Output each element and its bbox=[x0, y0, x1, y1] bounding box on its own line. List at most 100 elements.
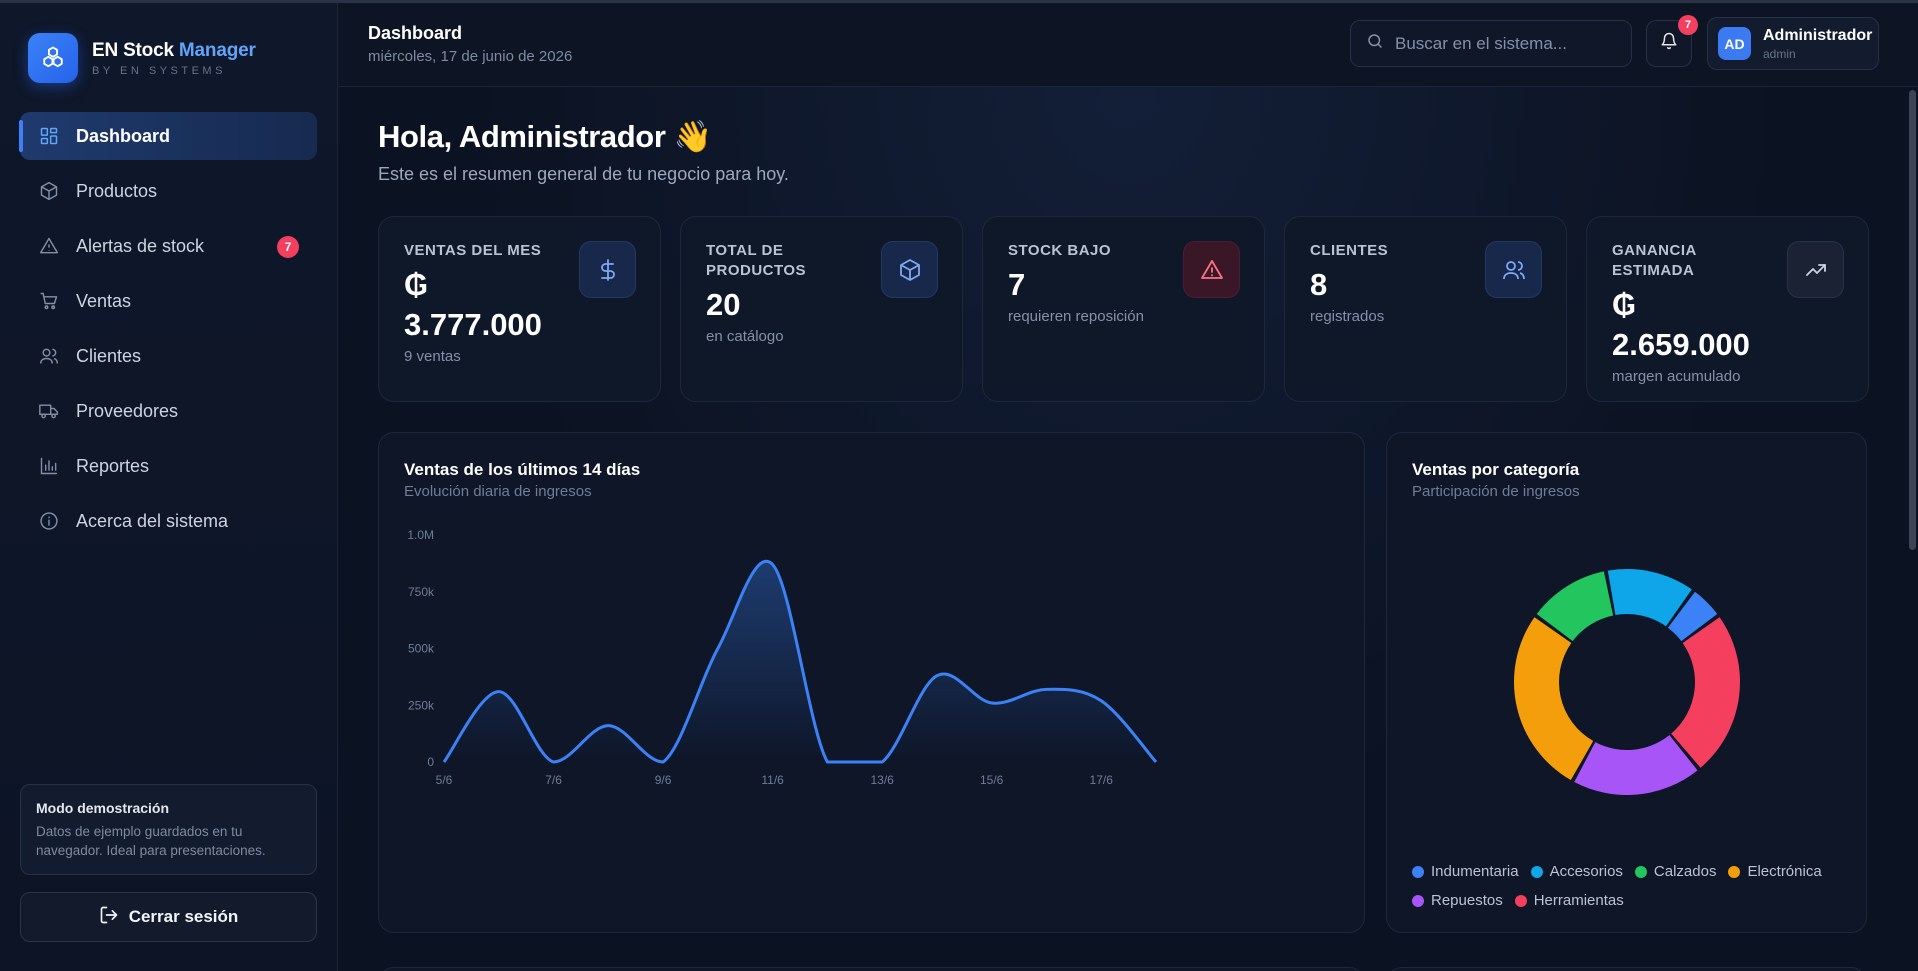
pie-slice-herramientas bbox=[1671, 617, 1740, 768]
stat-card-ventas-mes[interactable]: VENTAS DEL MES ₲ 3.777.000 9 ventas bbox=[378, 216, 661, 402]
panel-subtitle: Participación de ingresos bbox=[1412, 483, 1580, 500]
x-tick-label: 5/6 bbox=[436, 773, 453, 787]
sidebar-item-label: Clientes bbox=[76, 345, 142, 366]
sidebar-item-label: Acerca del sistema bbox=[76, 510, 229, 531]
legend-item[interactable]: Electrónica bbox=[1728, 863, 1822, 880]
greeting-subtitle: Este es el resumen general de tu negocio… bbox=[378, 164, 789, 184]
trending-up-icon bbox=[1787, 241, 1844, 298]
stat-sub: 9 ventas bbox=[404, 348, 461, 365]
legend-item[interactable]: Accesorios bbox=[1530, 863, 1623, 880]
search-box[interactable] bbox=[1350, 20, 1632, 67]
page-title: Dashboard bbox=[368, 23, 463, 43]
x-tick-label: 13/6 bbox=[870, 773, 894, 787]
pie-slice-accesorios bbox=[1607, 569, 1692, 627]
info-circle-icon bbox=[38, 510, 60, 532]
data-point bbox=[1099, 699, 1103, 703]
sidebar-item-acerca[interactable]: Acerca del sistema bbox=[20, 497, 317, 545]
dashboard-grid-icon bbox=[38, 125, 60, 147]
chart-legend: Indumentaria Accesorios Calzados Electrónic… bbox=[1412, 863, 1882, 921]
legend-swatch bbox=[1514, 894, 1527, 907]
truck-icon bbox=[38, 400, 60, 422]
shopping-cart-icon bbox=[38, 290, 60, 312]
stat-sub: en catálogo bbox=[706, 328, 784, 345]
stat-card-stock-bajo[interactable]: STOCK BAJO 7 requieren reposición bbox=[982, 216, 1265, 402]
sidebar-item-proveedores[interactable]: Proveedores bbox=[20, 387, 317, 435]
y-tick-label: 0 bbox=[427, 755, 434, 769]
panel-title: Ventas por categoría bbox=[1412, 460, 1580, 479]
sidebar-item-clientes[interactable]: Clientes bbox=[20, 332, 317, 380]
legend-item[interactable]: Herramientas bbox=[1514, 892, 1624, 909]
stat-card-total-productos[interactable]: TOTAL DE PRODUCTOS 20 en catálogo bbox=[680, 216, 963, 402]
stat-value: 7 bbox=[1008, 267, 1026, 302]
legend-swatch bbox=[1728, 865, 1741, 878]
data-point bbox=[497, 690, 501, 694]
search-icon bbox=[1366, 32, 1384, 55]
legend-swatch bbox=[1530, 865, 1543, 878]
top-border bbox=[0, 0, 1918, 3]
stat-label: STOCK BAJO bbox=[1008, 242, 1112, 259]
data-point bbox=[771, 563, 775, 567]
demo-mode-notice: Modo demostración Datos de ejemplo guard… bbox=[20, 784, 317, 875]
warning-triangle-icon bbox=[1183, 241, 1240, 298]
x-tick-label: 15/6 bbox=[980, 773, 1004, 787]
sidebar-item-alertas[interactable]: Alertas de stock 7 bbox=[20, 222, 317, 270]
sales-line-chart[interactable]: 0 250k 500k 750k 1.0M 5/6 7/6 9/6 11/6 13/6 15/6 17… bbox=[379, 433, 1366, 934]
sidebar-item-dashboard[interactable]: Dashboard bbox=[19, 112, 317, 160]
user-menu[interactable]: AD Administrador admin bbox=[1707, 17, 1879, 70]
data-point bbox=[1154, 760, 1158, 764]
stat-label: TOTAL DE PRODUCTOS bbox=[706, 242, 807, 279]
legend-label: Repuestos bbox=[1431, 892, 1503, 909]
stat-label: VENTAS DEL MES bbox=[404, 242, 542, 259]
notifications-button[interactable]: 7 bbox=[1646, 15, 1698, 67]
sidebar-item-productos[interactable]: Productos bbox=[20, 167, 317, 215]
box-icon bbox=[881, 241, 938, 298]
stat-card-clientes[interactable]: CLIENTES 8 registrados bbox=[1284, 216, 1567, 402]
x-tick-label: 9/6 bbox=[655, 773, 672, 787]
y-tick-label: 250k bbox=[408, 698, 435, 712]
legend-item[interactable]: Calzados bbox=[1634, 863, 1716, 880]
legend-item[interactable]: Indumentaria bbox=[1412, 863, 1519, 880]
category-sales-panel: Ventas por categoría Participación de in… bbox=[1386, 432, 1867, 933]
x-tick-label: 17/6 bbox=[1090, 773, 1114, 787]
category-donut-chart[interactable] bbox=[1387, 433, 1868, 853]
sidebar-item-label: Reportes bbox=[76, 455, 150, 476]
panel-title: Ventas de los últimos 14 días bbox=[404, 460, 641, 479]
stat-sub: requieren reposición bbox=[1008, 308, 1144, 325]
panel-subtitle: Evolución diaria de ingresos bbox=[404, 483, 592, 500]
pie-slice-calzados bbox=[1536, 571, 1614, 642]
users-icon bbox=[38, 345, 60, 367]
pie-slice-indumentaria bbox=[1667, 591, 1718, 642]
dollar-icon bbox=[579, 241, 636, 298]
user-name: Administrador bbox=[1763, 26, 1873, 44]
warning-triangle-icon bbox=[38, 235, 60, 257]
legend-label: Accesorios bbox=[1549, 863, 1623, 880]
stat-sub: registrados bbox=[1310, 308, 1385, 325]
legend-item[interactable]: Repuestos bbox=[1412, 892, 1503, 909]
y-tick-label: 750k bbox=[408, 585, 435, 599]
stat-card-ganancia[interactable]: GANANCIA ESTIMADA ₲ 2.659.000 margen acu… bbox=[1586, 216, 1869, 402]
pie-slice-repuestos bbox=[1574, 735, 1698, 795]
stat-value: ₲ 2.659.000 bbox=[1612, 287, 1750, 362]
sidebar-item-ventas[interactable]: Ventas bbox=[20, 277, 317, 325]
legend-label: Herramientas bbox=[1533, 892, 1624, 909]
greeting-title: Hola, Administrador 👋 bbox=[378, 119, 712, 154]
sidebar-item-label: Proveedores bbox=[76, 400, 179, 421]
brand[interactable]: EN Stock Manager BY EN SYSTEMS bbox=[28, 33, 256, 83]
data-point bbox=[661, 760, 665, 764]
stat-label: CLIENTES bbox=[1310, 242, 1389, 259]
box-icon bbox=[38, 180, 60, 202]
logout-button[interactable]: Cerrar sesión bbox=[20, 892, 317, 942]
scrollbar-thumb[interactable] bbox=[1909, 90, 1916, 550]
logout-icon bbox=[99, 905, 119, 930]
bottom-panel-left bbox=[378, 967, 1365, 971]
demo-title: Modo demostración bbox=[36, 800, 170, 816]
demo-text: Datos de ejemplo guardados en tu navegad… bbox=[36, 824, 266, 858]
search-input[interactable] bbox=[1395, 33, 1615, 54]
sidebar-item-reportes[interactable]: Reportes bbox=[20, 442, 317, 490]
page-scrollbar[interactable] bbox=[1906, 90, 1918, 560]
pie-slice-electrónica bbox=[1514, 617, 1594, 781]
legend-swatch bbox=[1634, 865, 1647, 878]
data-point bbox=[880, 760, 884, 764]
data-point bbox=[442, 760, 446, 764]
top-header: Dashboard miércoles, 17 de junio de 2026… bbox=[338, 3, 1918, 87]
